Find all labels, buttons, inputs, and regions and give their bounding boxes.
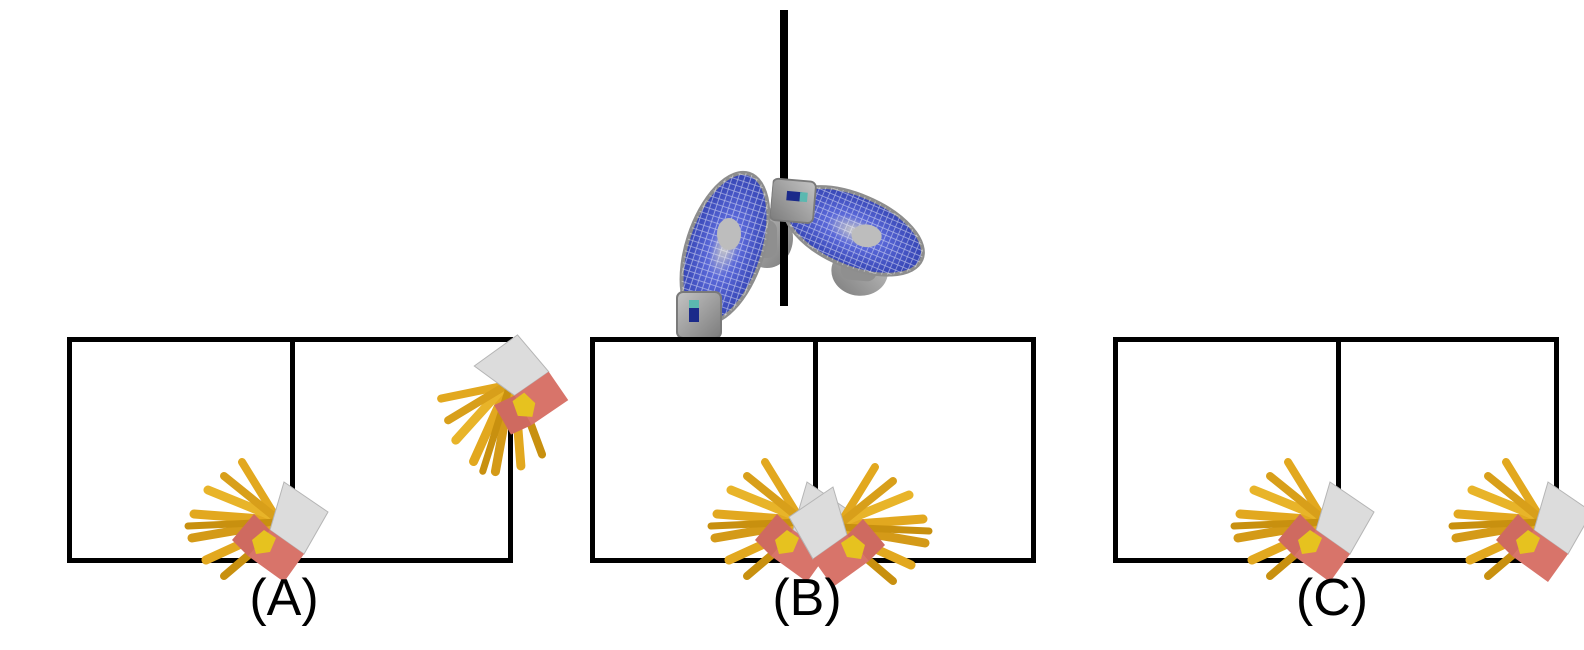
option-b-label: (B) bbox=[772, 569, 842, 627]
reference-pair bbox=[540, 10, 1050, 310]
reference-divider bbox=[780, 10, 788, 306]
fries-a-right-image bbox=[330, 374, 490, 524]
fries-a-left-image bbox=[104, 380, 264, 520]
option-c-separator bbox=[1336, 342, 1341, 558]
fries-b-right-image bbox=[853, 380, 1013, 530]
option-a-panel[interactable] bbox=[67, 337, 513, 563]
option-a-separator bbox=[290, 342, 295, 558]
option-b-panel[interactable] bbox=[590, 337, 1036, 563]
option-b-separator bbox=[813, 342, 818, 558]
fan-left-image bbox=[560, 68, 730, 248]
option-c-panel[interactable] bbox=[1113, 337, 1559, 563]
fries-c-right-image bbox=[1368, 380, 1528, 520]
fries-b-left-image bbox=[627, 380, 787, 520]
option-c-label: (C) bbox=[1295, 569, 1369, 627]
option-a-label: (A) bbox=[249, 569, 319, 627]
fan-right-image bbox=[855, 78, 1035, 248]
fries-c-left-image bbox=[1150, 380, 1310, 520]
